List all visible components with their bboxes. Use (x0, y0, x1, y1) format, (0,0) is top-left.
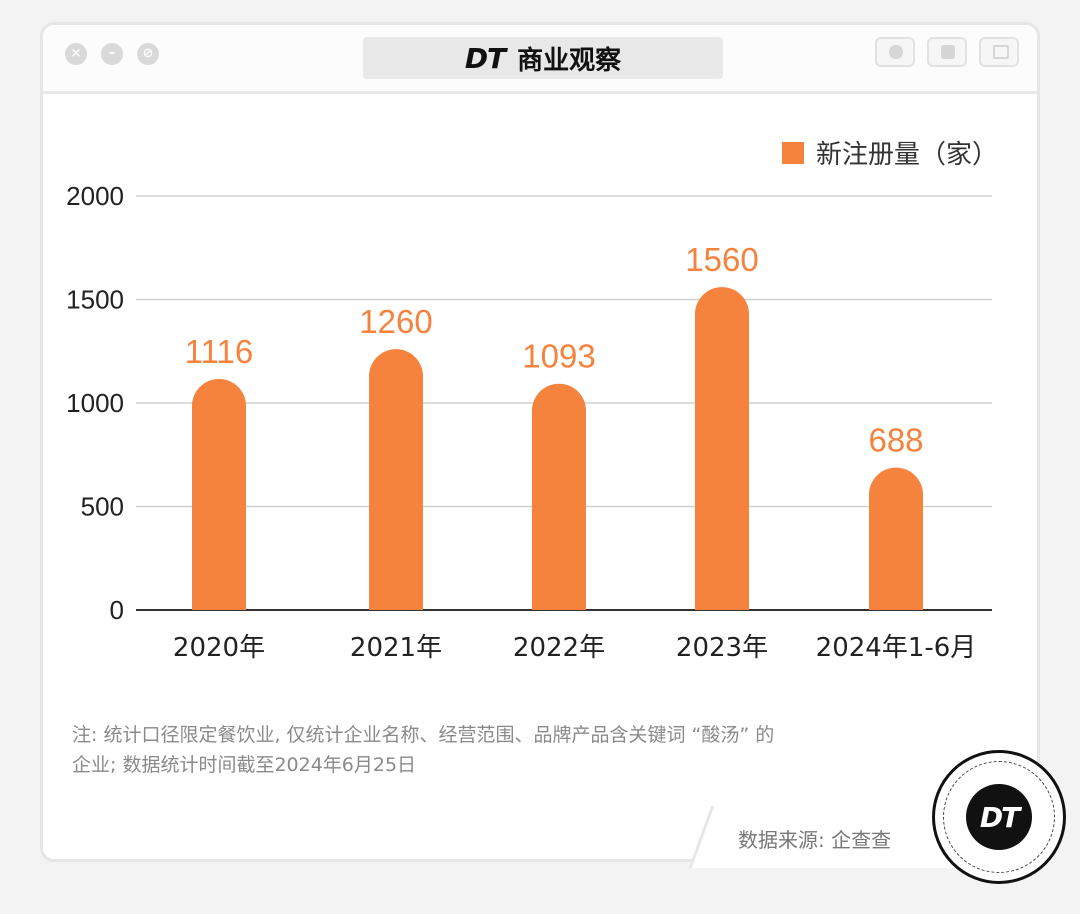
y-tick-label: 1500 (66, 285, 124, 315)
x-category-label: 2023年 (676, 633, 768, 663)
footnote-line-1: 注: 统计口径限定餐饮业, 仅统计企业名称、经营范围、品牌产品含关键词 “酸汤”… (72, 724, 775, 746)
data-label: 1093 (522, 338, 595, 375)
y-tick-label: 500 (81, 492, 124, 522)
footnote-line-2: 企业; 数据统计时间截至2024年6月25日 (72, 754, 417, 776)
y-tick-label: 2000 (66, 181, 124, 211)
bar (369, 349, 423, 610)
maximize-icon[interactable]: ⊘ (137, 43, 159, 65)
share-button[interactable] (927, 37, 967, 67)
data-label: 688 (868, 422, 923, 459)
y-tick-label: 0 (110, 595, 124, 625)
bar (869, 467, 923, 610)
record-button[interactable] (875, 37, 915, 67)
bar (532, 383, 586, 610)
x-category-label: 2022年 (513, 633, 605, 663)
window-button[interactable] (979, 37, 1019, 67)
window-title-text: 商业观察 (517, 45, 622, 76)
bar (695, 287, 749, 610)
data-label: 1260 (359, 303, 432, 340)
x-category-label: 2024年1-6月 (816, 633, 977, 663)
close-icon[interactable]: × (65, 43, 87, 65)
data-source: 数据来源: 企查查 (738, 828, 892, 852)
dt-logo: DT (464, 41, 506, 75)
footnote: 注: 统计口径限定餐饮业, 仅统计企业名称、经营范围、品牌产品含关键词 “酸汤”… (72, 720, 932, 780)
x-axis-categories: 2020年 2021年 2022年 2023年 2024年1-6月 (173, 633, 976, 663)
title-bar: × – ⊘ DT 商业观察 (43, 25, 1037, 94)
legend-swatch (782, 142, 804, 164)
y-tick-label: 1000 (66, 388, 124, 418)
y-axis-ticks: 0 500 1000 1500 2000 (66, 181, 124, 625)
data-label: 1560 (685, 241, 758, 278)
data-labels: 1116 1260 1093 1560 688 (185, 241, 924, 459)
legend: 新注册量（家） (782, 140, 998, 170)
minimize-icon[interactable]: – (101, 43, 123, 65)
window-title: DT 商业观察 (363, 37, 723, 79)
x-category-label: 2021年 (350, 633, 442, 663)
legend-label: 新注册量（家） (816, 140, 998, 170)
x-category-label: 2020年 (173, 633, 265, 663)
dt-badge: DT (932, 750, 1066, 884)
data-label: 1116 (185, 333, 254, 370)
bar (192, 378, 246, 610)
bars (192, 287, 923, 610)
